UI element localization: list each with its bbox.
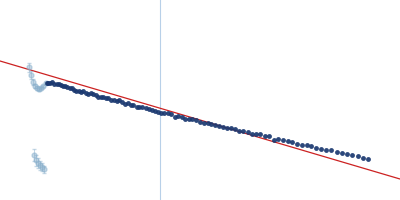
Point <box>232 127 238 130</box>
Point <box>193 118 200 122</box>
Point <box>155 111 161 114</box>
Point <box>142 106 149 109</box>
Point <box>80 90 87 93</box>
Point <box>122 102 128 105</box>
Point <box>90 93 96 96</box>
Point <box>49 81 56 84</box>
Point <box>85 92 92 95</box>
Point <box>139 106 146 109</box>
Point <box>224 127 230 130</box>
Point <box>204 122 211 125</box>
Point <box>51 82 58 86</box>
Point <box>333 150 340 153</box>
Point <box>119 101 125 104</box>
Point <box>152 109 158 112</box>
Point <box>168 113 174 116</box>
Point <box>45 81 52 84</box>
Point <box>130 103 137 107</box>
Point <box>228 127 234 130</box>
Point <box>344 152 350 156</box>
Point <box>248 132 255 135</box>
Point <box>73 89 80 92</box>
Point <box>270 138 277 141</box>
Point <box>64 86 70 89</box>
Point <box>262 135 268 138</box>
Point <box>318 148 324 151</box>
Point <box>308 144 314 147</box>
Point <box>266 135 272 138</box>
Point <box>244 131 251 134</box>
Point <box>88 91 94 94</box>
Point <box>47 81 54 84</box>
Point <box>103 97 109 100</box>
Point <box>148 108 155 112</box>
Point <box>208 122 214 125</box>
Point <box>182 117 188 120</box>
Point <box>105 97 112 100</box>
Point <box>62 85 68 88</box>
Point <box>328 149 334 152</box>
Point <box>165 112 171 115</box>
Point <box>68 87 75 90</box>
Point <box>100 95 106 99</box>
Point <box>289 141 295 144</box>
Point <box>133 106 140 109</box>
Point <box>275 137 282 140</box>
Point <box>71 89 77 92</box>
Point <box>284 140 291 143</box>
Point <box>136 106 142 109</box>
Point <box>338 152 345 155</box>
Point <box>98 95 104 98</box>
Point <box>298 143 305 146</box>
Point <box>236 129 242 132</box>
Point <box>53 83 60 86</box>
Point <box>43 81 50 84</box>
Point <box>128 104 134 107</box>
Point <box>113 99 120 103</box>
Point <box>92 93 99 97</box>
Point <box>216 124 222 128</box>
Point <box>257 133 264 136</box>
Point <box>124 102 131 105</box>
Point <box>158 111 164 114</box>
Point <box>56 82 62 85</box>
Point <box>349 154 355 157</box>
Point <box>294 143 300 146</box>
Point <box>323 149 330 152</box>
Point <box>161 112 168 115</box>
Point <box>178 116 185 119</box>
Point <box>200 121 207 124</box>
Point <box>313 146 320 150</box>
Point <box>110 99 117 102</box>
Point <box>78 90 84 93</box>
Point <box>197 120 203 124</box>
Point <box>360 157 366 160</box>
Point <box>60 85 66 88</box>
Point <box>212 124 218 127</box>
Point <box>116 99 122 102</box>
Point <box>175 115 182 118</box>
Point <box>303 144 310 147</box>
Point <box>146 107 152 111</box>
Point <box>66 86 73 90</box>
Point <box>58 83 64 86</box>
Point <box>95 95 101 98</box>
Point <box>83 91 89 94</box>
Point <box>354 154 361 158</box>
Point <box>240 129 247 132</box>
Point <box>172 115 178 118</box>
Point <box>186 117 192 120</box>
Point <box>189 118 196 121</box>
Point <box>280 139 286 142</box>
Point <box>108 98 114 101</box>
Point <box>76 89 82 92</box>
Point <box>253 132 260 136</box>
Point <box>220 126 226 129</box>
Point <box>365 157 372 161</box>
